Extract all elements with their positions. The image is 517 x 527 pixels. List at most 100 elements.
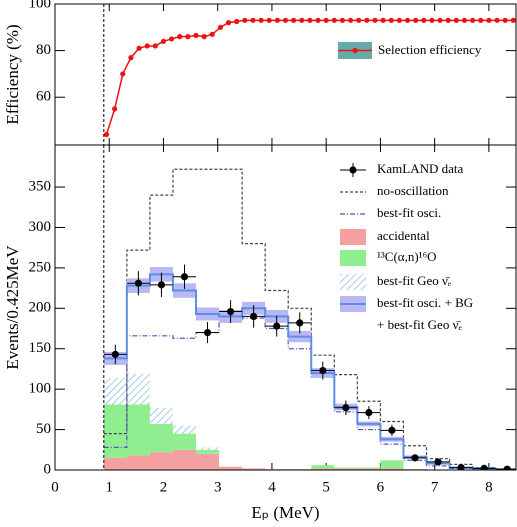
efficiency-point xyxy=(291,17,297,23)
y-tick-label: 200 xyxy=(29,300,52,316)
x-tick-label: 2 xyxy=(160,479,168,495)
stack-bar xyxy=(334,467,358,469)
efficiency-point xyxy=(470,17,476,23)
x-tick-label: 1 xyxy=(105,479,113,495)
stack-bar xyxy=(219,466,243,470)
efficiency-point xyxy=(144,43,150,49)
stack-bar xyxy=(334,468,358,470)
legend-label: + best-fit Geo ν̄ₑ xyxy=(377,317,462,332)
legend-label: KamLAND data xyxy=(377,161,464,176)
stack-bar xyxy=(196,447,220,450)
stack-bar xyxy=(242,468,266,470)
stack-bar xyxy=(172,425,197,434)
y-tick-label: 0 xyxy=(44,461,52,477)
data-point xyxy=(457,463,465,470)
legend-label: Selection efficiency xyxy=(378,42,482,57)
efficiency-point xyxy=(494,17,500,23)
efficiency-point xyxy=(217,24,224,30)
y-tick-label: 150 xyxy=(29,340,52,356)
x-tick-label: 5 xyxy=(322,479,330,495)
y-tick-label: 350 xyxy=(29,178,52,194)
efficiency-point xyxy=(128,55,134,61)
efficiency-point xyxy=(258,17,264,23)
data-point xyxy=(434,458,442,466)
efficiency-point xyxy=(160,38,167,44)
data-point xyxy=(226,307,235,316)
efficiency-point xyxy=(396,17,402,23)
y-tick-label: 50 xyxy=(36,421,51,437)
stack-bar xyxy=(149,407,173,424)
efficiency-point xyxy=(307,17,313,23)
data-point xyxy=(157,281,166,289)
x-axis-label: Eₚ (MeV) xyxy=(251,503,319,522)
plot-area xyxy=(103,168,516,470)
legend-label: ¹³C(α,n)¹⁶O xyxy=(377,249,437,264)
step-line xyxy=(103,168,516,470)
data-point xyxy=(111,350,119,358)
data-point xyxy=(388,426,396,434)
y-axis-label: Efficiency (%) xyxy=(3,24,22,124)
efficiency-point xyxy=(152,43,158,49)
efficiency-point xyxy=(234,18,240,25)
stack-bar xyxy=(311,465,335,469)
plot-area xyxy=(103,17,516,138)
efficiency-point xyxy=(103,131,110,138)
x-tick-label: 7 xyxy=(431,479,439,495)
efficiency-point xyxy=(453,17,459,23)
efficiency-point xyxy=(282,17,289,23)
efficiency-point xyxy=(510,17,516,23)
efficiency-point xyxy=(372,17,378,23)
efficiency-point xyxy=(266,17,272,23)
stack-bar xyxy=(103,457,127,470)
x-tick-label: 0 xyxy=(51,479,59,495)
efficiency-point xyxy=(429,17,435,23)
legend-label: best-fit osci. + BG xyxy=(377,295,473,310)
stack-bar xyxy=(196,449,220,454)
stack-bar xyxy=(357,468,381,470)
plot-frame xyxy=(54,144,517,471)
stack-bar xyxy=(126,373,150,405)
efficiency-point xyxy=(274,17,280,23)
data-point xyxy=(411,454,419,462)
y-tick-label: 100 xyxy=(29,381,52,397)
efficiency-point xyxy=(120,71,126,77)
efficiency-point xyxy=(209,31,215,37)
y-axis-label: Events/0.425MeV xyxy=(3,245,22,370)
efficiency-point xyxy=(445,17,451,23)
x-tick-label: 8 xyxy=(485,479,493,495)
data-point xyxy=(480,464,488,470)
data-point xyxy=(365,408,373,417)
efficiency-point xyxy=(323,17,329,23)
legend-label: accidental xyxy=(377,228,430,243)
efficiency-point xyxy=(185,34,191,40)
efficiency-point xyxy=(177,34,183,40)
legend-label: no-oscillation xyxy=(377,183,449,198)
efficiency-point xyxy=(478,17,484,23)
x-tick-label: 6 xyxy=(377,479,385,495)
data-point xyxy=(273,322,281,330)
stack-bar xyxy=(357,467,381,469)
legend-box xyxy=(340,229,366,245)
efficiency-point xyxy=(356,17,362,23)
x-tick-label: 4 xyxy=(268,479,276,495)
efficiency-point xyxy=(331,17,337,23)
efficiency-point xyxy=(299,17,305,23)
stack-bar xyxy=(149,423,173,453)
efficiency-point xyxy=(380,17,386,23)
efficiency-point xyxy=(347,17,354,23)
efficiency-point xyxy=(486,17,492,23)
efficiency-point xyxy=(225,20,232,26)
stack-bar xyxy=(126,455,150,470)
data-point xyxy=(503,465,511,470)
efficiency-point xyxy=(461,17,468,23)
y-tick-label: 80 xyxy=(36,42,51,58)
step-line xyxy=(103,273,516,470)
efficiency-point xyxy=(242,17,248,23)
data-point xyxy=(134,279,142,287)
stack-bar xyxy=(172,433,197,450)
data-point xyxy=(203,328,212,337)
efficiency-point xyxy=(364,17,370,23)
y-tick-label: 100 xyxy=(29,0,52,11)
